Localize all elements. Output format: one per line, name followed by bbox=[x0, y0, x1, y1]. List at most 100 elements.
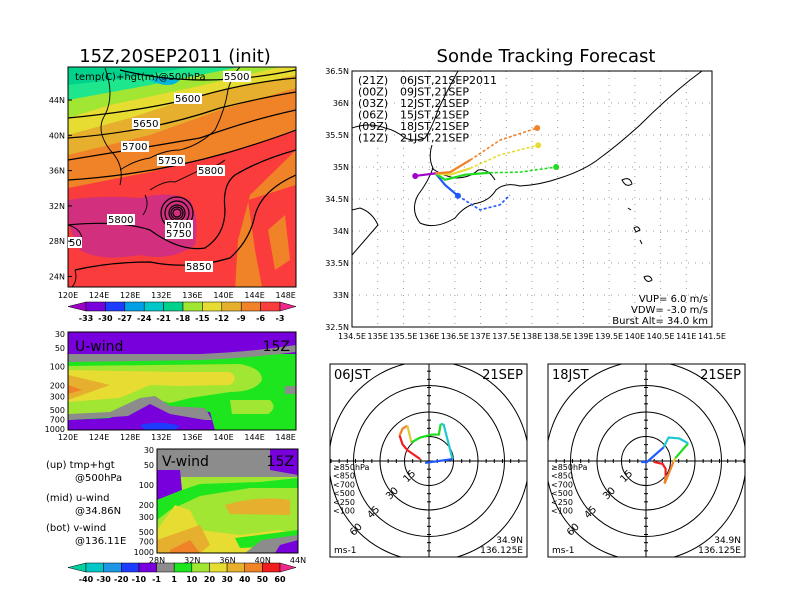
contour-label: 5750 bbox=[158, 156, 183, 167]
lat-tick-label: 32N bbox=[49, 202, 65, 211]
lon-tick-label: 132E bbox=[151, 433, 171, 442]
note-mid: (mid) u-wind bbox=[46, 493, 109, 504]
colorbar-box bbox=[260, 301, 281, 312]
pressure-legend-item: ≥850hPa bbox=[333, 463, 370, 472]
location-lat: 34.9N bbox=[496, 536, 523, 546]
pressure-legend-item: <500 bbox=[551, 489, 573, 498]
colorbar-label: 50 bbox=[257, 575, 269, 584]
lon-tick-label: 136.5E bbox=[441, 332, 469, 341]
lon-tick-label: 137E bbox=[470, 332, 490, 341]
lat-tick-label: 34N bbox=[333, 227, 349, 236]
hodograph-segment bbox=[662, 436, 689, 448]
u-wind-label: U-wind bbox=[75, 339, 123, 355]
lon-tick-label: 135.5E bbox=[389, 332, 417, 341]
lat-tick-label: 33.5N bbox=[325, 259, 349, 268]
hodograph-segment bbox=[653, 460, 667, 476]
lat-tick-label: 44N bbox=[290, 556, 306, 565]
ring-label: 15 bbox=[619, 468, 636, 485]
lon-tick-label: 128E bbox=[120, 291, 140, 300]
trajectory-marker bbox=[412, 172, 419, 179]
lat-tick-label: 44N bbox=[49, 96, 65, 105]
lon-tick-label: 128E bbox=[120, 433, 140, 442]
lat-tick-label: 36N bbox=[49, 167, 65, 176]
colorbar-box bbox=[209, 562, 228, 573]
pressure-legend-item: <850 bbox=[333, 472, 355, 481]
trajectory-descent bbox=[457, 194, 511, 211]
lon-tick-label: 148E bbox=[276, 433, 296, 442]
contour-label: 5800 bbox=[198, 166, 223, 177]
colorbar-box bbox=[121, 562, 140, 573]
lon-tick-label: 135E bbox=[368, 332, 388, 341]
hodograph-date: 21SEP bbox=[700, 368, 741, 383]
u-wind-field bbox=[68, 332, 296, 430]
lon-tick-label: 137.5E bbox=[492, 332, 520, 341]
pressure-tick-label: 300 bbox=[50, 392, 65, 401]
pressure-legend-item: <250 bbox=[333, 498, 355, 507]
colorbar-label: -6 bbox=[256, 314, 265, 323]
note-bot: (bot) v-wind bbox=[46, 523, 106, 534]
colorbar-label: 60 bbox=[274, 575, 286, 584]
contour-label: 5500 bbox=[224, 72, 249, 83]
colorbar-box bbox=[85, 301, 106, 312]
pressure-tick-label: 300 bbox=[139, 513, 154, 522]
legend-zone: (03Z) bbox=[358, 97, 388, 110]
hodograph-date: 21SEP bbox=[482, 368, 523, 383]
colorbar-label: -40 bbox=[79, 575, 94, 584]
colorbar-label: -21 bbox=[156, 314, 171, 323]
pressure-tick-label: 700 bbox=[50, 415, 65, 424]
panel-notes: (up) tmp+hgt @500hPa (mid) u-wind @34.86… bbox=[46, 460, 126, 547]
colorbar-label: 1 bbox=[171, 575, 177, 584]
u-wind-time: 15Z bbox=[263, 339, 290, 355]
hodograph-segment bbox=[410, 423, 442, 444]
lat-tick-label: 40N bbox=[49, 131, 65, 140]
colorbar-max-arrow bbox=[279, 301, 297, 312]
location-lon: 136.125E bbox=[698, 546, 741, 556]
contour-label: 5850 bbox=[186, 262, 211, 273]
lon-tick-label: 138E bbox=[522, 332, 542, 341]
lon-tick-label: 141.5E bbox=[698, 332, 726, 341]
lon-tick-label: 139E bbox=[573, 332, 593, 341]
lat-tick-label: 35N bbox=[333, 163, 349, 172]
colorbar-box bbox=[138, 562, 157, 573]
hodograph-segment bbox=[663, 461, 675, 484]
colorbar-label: 20 bbox=[204, 575, 216, 584]
colorbar-box bbox=[262, 562, 281, 573]
lon-tick-label: 141E bbox=[676, 332, 696, 341]
pressure-tick-label: 500 bbox=[139, 528, 154, 537]
trajectory-ascent bbox=[434, 171, 490, 181]
hodograph-segment bbox=[406, 425, 413, 443]
pressure-legend-item: <100 bbox=[551, 507, 573, 516]
colorbar-label: 10 bbox=[186, 575, 198, 584]
colorbar-label: -30 bbox=[96, 575, 111, 584]
lat-tick-label: 28N bbox=[149, 556, 165, 565]
legend-time: 18JST,21SEP bbox=[400, 120, 469, 133]
lat-tick-label: 36N bbox=[219, 556, 235, 565]
left-map-frame bbox=[67, 66, 297, 288]
hodograph-segment bbox=[641, 446, 665, 464]
lon-tick-label: 120E bbox=[58, 433, 78, 442]
colorbar-label: -30 bbox=[98, 314, 113, 323]
location-lon: 136.125E bbox=[480, 546, 523, 556]
colorbar-label: -12 bbox=[215, 314, 229, 323]
lon-tick-label: 136E bbox=[182, 291, 202, 300]
v-wind-label: V-wind bbox=[162, 454, 209, 470]
pressure-tick-label: 200 bbox=[139, 501, 154, 510]
pressure-legend-item: ≥850hPa bbox=[551, 463, 588, 472]
pressure-legend-item: <100 bbox=[333, 507, 355, 516]
lon-tick-label: 124E bbox=[89, 433, 109, 442]
trajectory-descent bbox=[489, 166, 557, 174]
contour-label: 5700 bbox=[166, 221, 191, 232]
burst-altitude-text: Burst Alt= 34.0 km bbox=[612, 316, 708, 327]
pressure-legend-item: <850 bbox=[551, 472, 573, 481]
colorbar-box bbox=[244, 562, 263, 573]
contour-label: 50 bbox=[69, 238, 82, 249]
colorbar-box bbox=[221, 301, 242, 312]
pressure-tick-label: 200 bbox=[50, 381, 65, 390]
pressure-tick-label: 100 bbox=[50, 363, 65, 372]
vdw-text: VDW= -3.0 m/s bbox=[631, 305, 708, 316]
left-map-label: temp(C)+hgt(m)@500hPa bbox=[75, 72, 206, 83]
trajectory-ascent bbox=[434, 172, 459, 197]
colorbar-label: -20 bbox=[114, 575, 129, 584]
pressure-legend-item: <700 bbox=[333, 480, 355, 489]
lon-tick-label: 140E bbox=[625, 332, 645, 341]
